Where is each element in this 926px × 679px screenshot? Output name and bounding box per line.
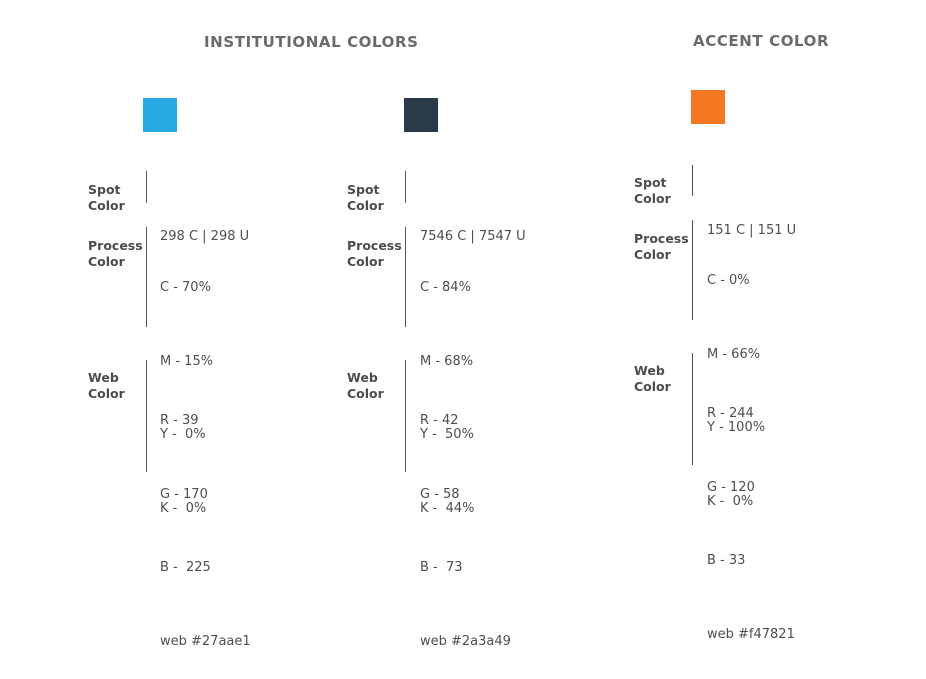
process-color-values: C - 70% M - 15% Y - 0% K - 0% [160,280,214,516]
process-color-label: Process Color [88,238,143,269]
divider-line [405,360,406,472]
process-color-label: Process Color [634,231,689,262]
process-color-values: C - 0% M - 66% Y - 100% K - 0% [707,273,766,509]
web-color-label: Web Color [88,370,125,401]
divider-line [692,220,693,320]
accent-color-heading: ACCENT COLOR [693,32,830,50]
web-color-label: Web Color [634,363,671,394]
spot-color-label: Spot Color [634,175,671,206]
divider-line [692,353,693,465]
swatch-navy [404,98,438,132]
divider-line [692,165,693,196]
web-color-values: R - 39 G - 170 B - 225 web #27aae1 [160,413,251,649]
process-color-values: C - 84% M - 68% Y - 50% K - 44% [420,280,475,516]
spot-color-label: Spot Color [88,182,125,213]
divider-line [146,360,147,472]
institutional-colors-heading: INSTITUTIONAL COLORS [204,33,419,51]
web-color-label: Web Color [347,370,384,401]
divider-line [405,227,406,327]
swatch-orange [691,90,725,124]
spot-color-value: 151 C | 151 U [707,223,797,238]
divider-line [405,171,406,203]
swatch-blue [143,98,177,132]
web-color-values: R - 244 G - 120 B - 33 web #f47821 [707,406,795,642]
spot-color-value: 7546 C | 7547 U [420,229,526,244]
divider-line [146,227,147,327]
process-color-label: Process Color [347,238,402,269]
spot-color-value: 298 C | 298 U [160,229,250,244]
spot-color-label: Spot Color [347,182,384,213]
web-color-values: R - 42 G - 58 B - 73 web #2a3a49 [420,413,511,649]
divider-line [146,171,147,203]
